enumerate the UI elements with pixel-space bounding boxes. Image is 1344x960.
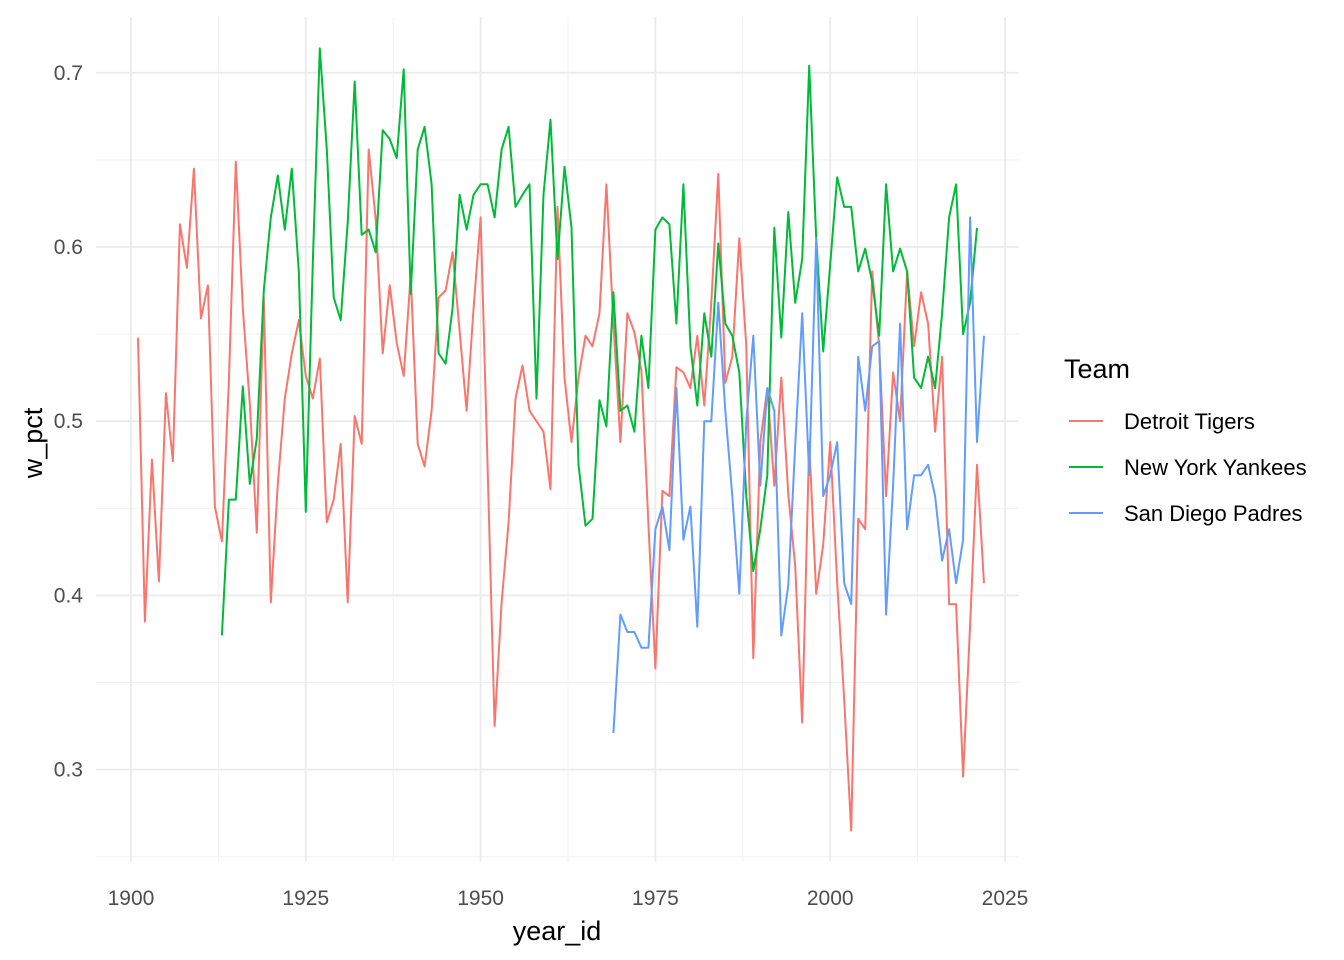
- x-tick-label: 1900: [108, 887, 155, 910]
- legend-title: Team: [1064, 354, 1130, 384]
- x-tick-label: 2000: [807, 887, 854, 910]
- x-tick-label: 2025: [982, 887, 1029, 910]
- grid-lines: [96, 17, 1019, 862]
- series-line-new-york-yankees: [220, 47, 978, 636]
- legend-label-san-diego-padres: San Diego Padres: [1124, 501, 1303, 526]
- y-tick-label: 0.6: [54, 236, 83, 259]
- legend: Team Detroit Tigers New York Yankees San D…: [1064, 354, 1307, 526]
- y-tick-label: 0.7: [54, 62, 83, 85]
- series-line-detroit-tigers: [137, 148, 985, 832]
- y-tick-label: 0.4: [54, 584, 84, 607]
- y-tick-label: 0.5: [54, 410, 83, 433]
- x-axis-title: year_id: [513, 916, 602, 946]
- y-tick-label: 0.3: [54, 759, 83, 782]
- legend-label-new-york-yankees: New York Yankees: [1124, 455, 1307, 480]
- x-tick-label: 1925: [282, 887, 329, 910]
- series-lines: [137, 47, 985, 832]
- legend-label-detroit-tigers: Detroit Tigers: [1124, 409, 1255, 434]
- y-axis-title: w_pct: [18, 407, 48, 479]
- series-line-san-diego-padres: [612, 216, 985, 734]
- x-tick-label: 1975: [632, 887, 679, 910]
- x-tick-label: 1950: [457, 887, 504, 910]
- axes: 1900 1925 1950 1975 2000 2025 0.3 0.4 0.5 0.6 0.7: [54, 62, 1029, 910]
